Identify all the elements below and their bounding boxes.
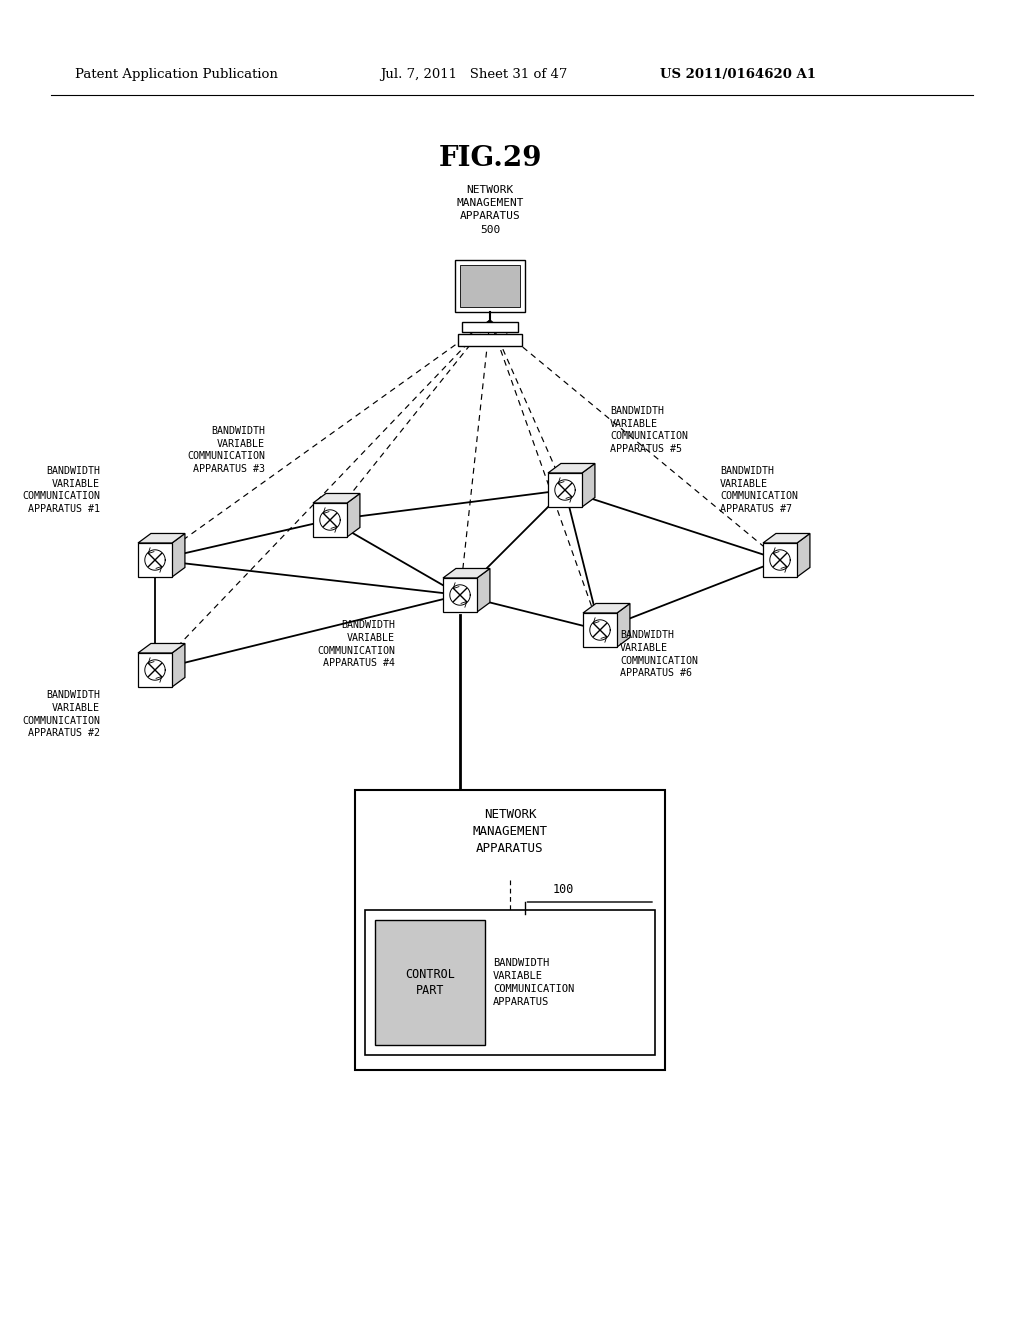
Polygon shape — [548, 463, 595, 473]
Polygon shape — [138, 643, 185, 653]
Polygon shape — [583, 612, 617, 647]
Polygon shape — [138, 653, 172, 686]
Text: CONTROL
PART: CONTROL PART — [406, 968, 455, 998]
FancyBboxPatch shape — [375, 920, 485, 1045]
Polygon shape — [548, 473, 582, 507]
Polygon shape — [313, 503, 347, 537]
Polygon shape — [443, 569, 489, 578]
FancyBboxPatch shape — [455, 260, 525, 312]
Polygon shape — [797, 533, 810, 577]
Text: Jul. 7, 2011   Sheet 31 of 47: Jul. 7, 2011 Sheet 31 of 47 — [380, 69, 567, 81]
Polygon shape — [443, 578, 477, 612]
Text: FIG.29: FIG.29 — [438, 145, 542, 172]
Text: BANDWIDTH
VARIABLE
COMMUNICATION
APPARATUS #4: BANDWIDTH VARIABLE COMMUNICATION APPARAT… — [317, 620, 395, 668]
Polygon shape — [347, 494, 359, 537]
Text: BANDWIDTH
VARIABLE
COMMUNICATION
APPARATUS #7: BANDWIDTH VARIABLE COMMUNICATION APPARAT… — [720, 466, 798, 515]
Text: BANDWIDTH
VARIABLE
COMMUNICATION
APPARATUS #2: BANDWIDTH VARIABLE COMMUNICATION APPARAT… — [22, 690, 100, 738]
Polygon shape — [313, 494, 359, 503]
Text: NETWORK
MANAGEMENT
APPARATUS
500: NETWORK MANAGEMENT APPARATUS 500 — [457, 185, 523, 235]
Text: US 2011/0164620 A1: US 2011/0164620 A1 — [660, 69, 816, 81]
Text: BANDWIDTH
VARIABLE
COMMUNICATION
APPARATUS #6: BANDWIDTH VARIABLE COMMUNICATION APPARAT… — [620, 630, 698, 678]
Text: BANDWIDTH
VARIABLE
COMMUNICATION
APPARATUS #1: BANDWIDTH VARIABLE COMMUNICATION APPARAT… — [22, 466, 100, 515]
FancyBboxPatch shape — [458, 334, 522, 346]
Text: BANDWIDTH
VARIABLE
COMMUNICATION
APPARATUS: BANDWIDTH VARIABLE COMMUNICATION APPARAT… — [493, 958, 574, 1007]
FancyBboxPatch shape — [355, 789, 665, 1071]
Polygon shape — [138, 543, 172, 577]
Text: BANDWIDTH
VARIABLE
COMMUNICATION
APPARATUS #3: BANDWIDTH VARIABLE COMMUNICATION APPARAT… — [187, 426, 265, 474]
Polygon shape — [138, 533, 185, 543]
Text: Patent Application Publication: Patent Application Publication — [75, 69, 278, 81]
Text: 100: 100 — [553, 883, 574, 896]
Text: NETWORK
MANAGEMENT
APPARATUS: NETWORK MANAGEMENT APPARATUS — [472, 808, 548, 855]
Polygon shape — [763, 543, 797, 577]
Polygon shape — [617, 603, 630, 647]
Polygon shape — [583, 603, 630, 612]
Text: BANDWIDTH
VARIABLE
COMMUNICATION
APPARATUS #5: BANDWIDTH VARIABLE COMMUNICATION APPARAT… — [610, 405, 688, 454]
Polygon shape — [582, 463, 595, 507]
Polygon shape — [477, 569, 489, 612]
FancyBboxPatch shape — [462, 322, 518, 333]
FancyBboxPatch shape — [460, 265, 520, 308]
Polygon shape — [172, 533, 185, 577]
Polygon shape — [763, 533, 810, 543]
Polygon shape — [172, 643, 185, 686]
FancyBboxPatch shape — [365, 909, 655, 1055]
